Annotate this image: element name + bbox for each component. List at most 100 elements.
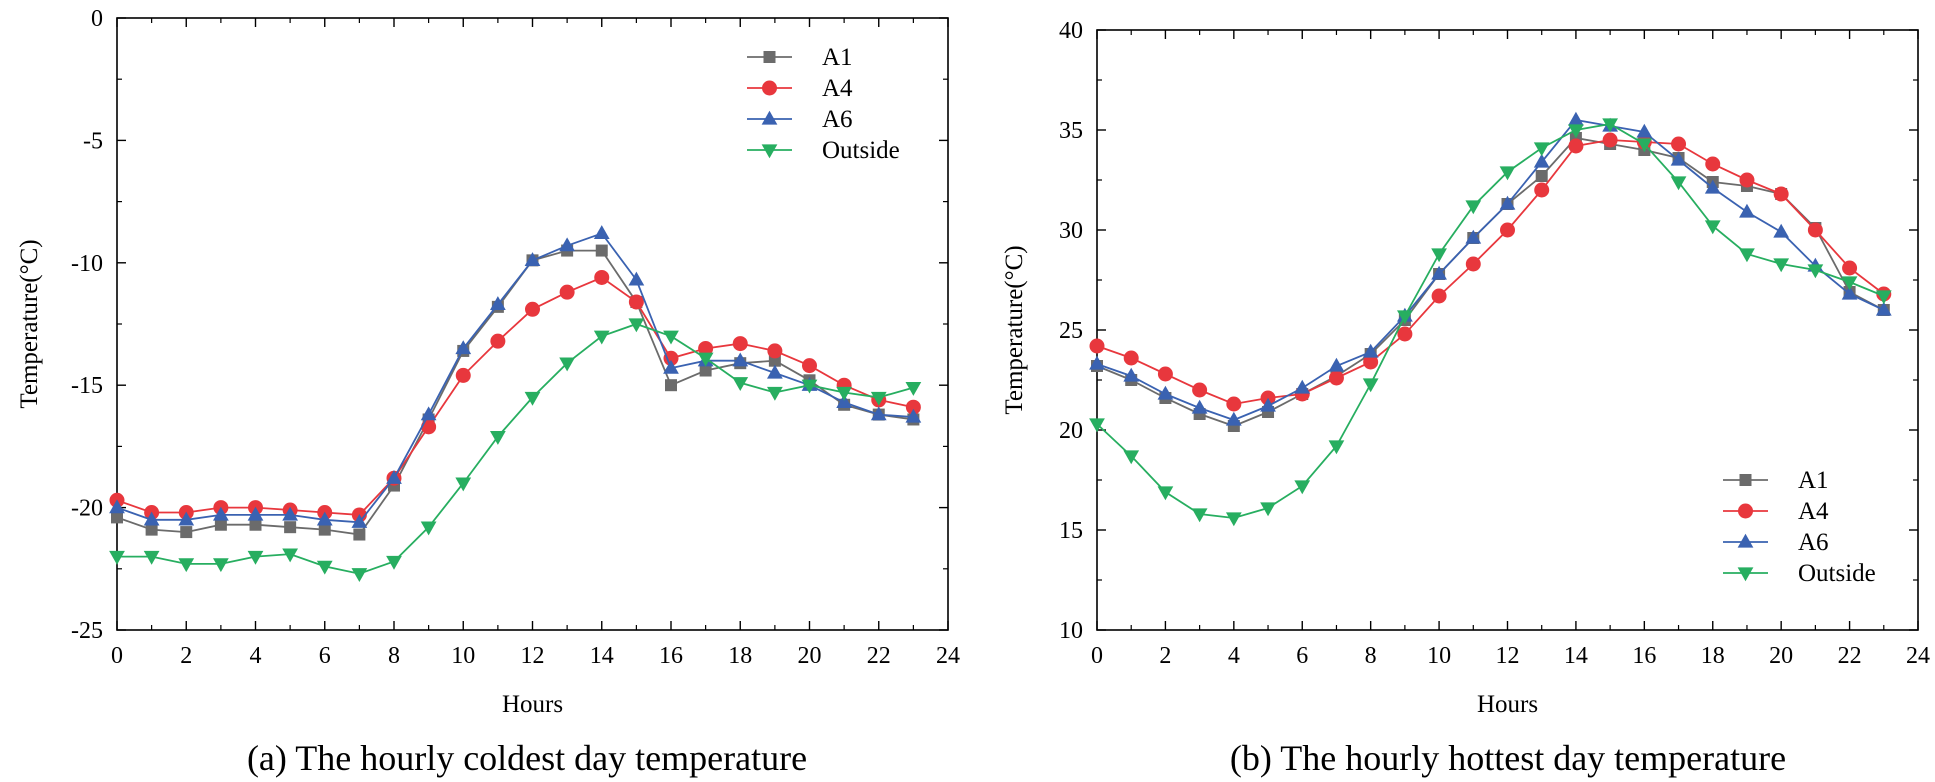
data-point-a4 [698, 340, 714, 356]
x-tick-label: 22 [1838, 643, 1862, 669]
x-tick-label: 12 [1496, 643, 1520, 669]
data-point-outside [628, 318, 645, 333]
data-point-outside [282, 548, 298, 563]
data-point-a6 [1328, 357, 1345, 372]
data-point-a6 [247, 506, 264, 521]
legend: A1 A4 A6 Outside [1723, 467, 1876, 587]
data-point-a6 [870, 406, 887, 421]
data-point-a4 [905, 399, 921, 415]
data-point-a6 [1533, 153, 1550, 168]
y-tick-label: 40 [1059, 18, 1083, 44]
data-point-outside [455, 477, 472, 492]
x-tick-label: 18 [1701, 643, 1725, 669]
y-tick-label: -25 [71, 618, 103, 644]
data-point-a4 [732, 336, 748, 352]
x-tick-label: 2 [1159, 643, 1171, 669]
data-point-a4 [1739, 172, 1755, 188]
data-point-a1 [318, 523, 331, 536]
data-point-a4 [1465, 256, 1481, 272]
x-tick-label: 16 [659, 643, 683, 669]
legend-label-a4: A4 [822, 75, 853, 102]
data-point-outside [420, 521, 437, 536]
data-point-a1 [145, 523, 158, 536]
data-point-a4 [1089, 338, 1105, 354]
x-tick-label: 10 [1427, 643, 1451, 669]
x-tick-label: 6 [1296, 643, 1308, 669]
data-point-a6 [1260, 397, 1276, 412]
data-point-outside [836, 386, 852, 401]
data-point-a4 [767, 343, 783, 359]
data-point-outside [351, 568, 368, 582]
data-point-a6 [1636, 123, 1653, 138]
legend-label-outside: Outside [822, 137, 900, 164]
x-tick-label: 2 [180, 643, 192, 669]
data-point-a6 [1568, 111, 1584, 126]
data-point-outside [905, 382, 922, 396]
figure-caption: (a) The hourly coldest day temperature [247, 738, 807, 778]
data-point-a6 [386, 469, 402, 484]
legend-marker [1738, 503, 1753, 519]
y-axis-title: Temperature(°C) [1001, 245, 1028, 414]
x-tick-label: 16 [1632, 643, 1656, 669]
series-line-a6 [116, 232, 914, 524]
data-point-outside [1499, 166, 1516, 181]
data-point-outside [801, 379, 818, 394]
data-point-a6 [1191, 399, 1208, 414]
data-point-a6 [1362, 343, 1379, 358]
data-point-a1 [665, 379, 677, 392]
x-tick-label: 18 [728, 643, 752, 669]
legend-marker [763, 51, 776, 63]
data-point-a4 [1328, 370, 1344, 386]
data-point-outside [1807, 264, 1824, 279]
data-point-outside [1739, 248, 1755, 263]
series-line-outside [117, 323, 914, 575]
data-point-outside [247, 550, 264, 565]
series-line-a1 [116, 249, 914, 536]
data-point-outside [1773, 258, 1790, 273]
data-point-a4 [559, 284, 575, 300]
x-axis-title: Hours [1477, 691, 1538, 718]
data-point-a4 [1397, 326, 1413, 342]
data-point-a6 [1294, 379, 1311, 394]
y-tick-label: -10 [71, 251, 103, 277]
series-line-a6 [1096, 119, 1885, 421]
x-tick-label: 6 [319, 643, 331, 669]
data-point-a6 [1123, 367, 1140, 382]
legend-label-a6: A6 [822, 106, 853, 133]
data-point-a4 [802, 358, 817, 374]
data-point-outside [559, 357, 575, 372]
series-line-a4 [116, 276, 914, 516]
data-point-outside [1704, 220, 1721, 235]
data-point-a1 [214, 518, 227, 531]
series-line-outside [1096, 123, 1885, 519]
data-point-outside [593, 330, 610, 345]
data-point-a4 [455, 367, 471, 383]
data-point-a4 [525, 301, 540, 317]
data-point-outside [213, 558, 229, 573]
data-point-outside [697, 352, 714, 367]
data-point-a6 [490, 296, 506, 311]
series-line-a1 [1096, 137, 1885, 427]
data-point-a4 [1807, 222, 1823, 238]
data-point-a6 [767, 364, 783, 379]
data-point-outside [1191, 508, 1208, 523]
data-point-a6 [1465, 229, 1482, 244]
data-point-a1 [699, 364, 712, 377]
data-point-a4 [628, 294, 644, 310]
x-tick-label: 0 [1091, 643, 1103, 669]
data-point-a6 [213, 506, 229, 521]
y-tick-label: 0 [91, 6, 103, 32]
data-point-a6 [1499, 195, 1516, 210]
y-tick-label: -15 [71, 373, 103, 399]
legend-label-outside: Outside [1798, 560, 1876, 587]
data-point-outside [524, 391, 541, 406]
data-point-outside [1362, 378, 1379, 393]
data-point-a6 [1089, 355, 1105, 370]
data-point-a4 [1773, 186, 1789, 202]
data-point-a4 [594, 269, 610, 285]
data-point-outside [1157, 486, 1174, 501]
data-point-a6 [282, 506, 298, 521]
legend-marker [1737, 567, 1754, 582]
x-tick-label: 10 [451, 643, 475, 669]
